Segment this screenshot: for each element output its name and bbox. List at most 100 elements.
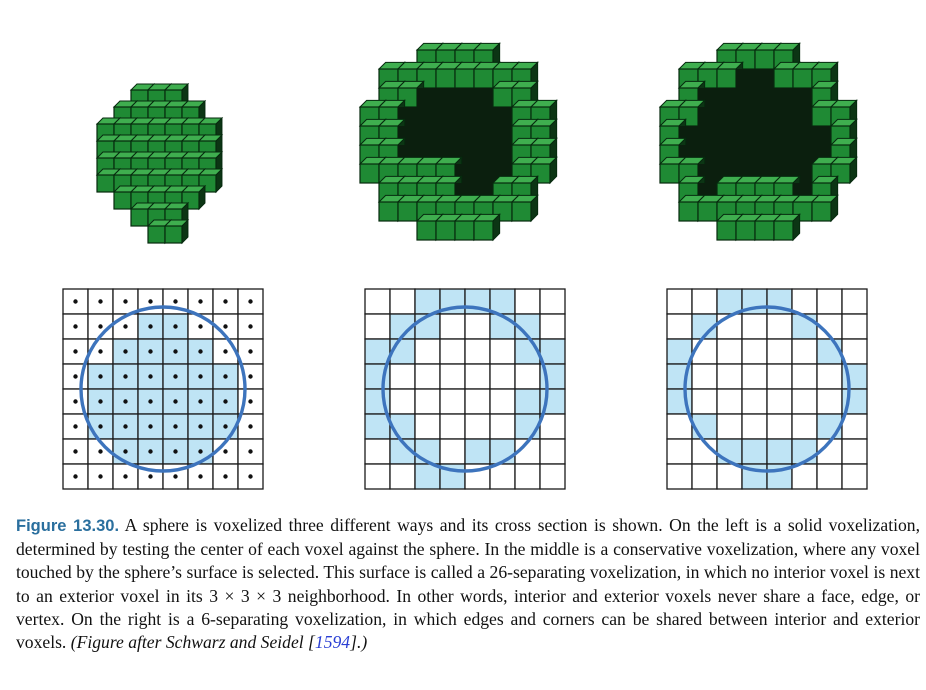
- voxel-center-dot: [173, 449, 178, 454]
- voxel-center-dot: [123, 349, 128, 354]
- voxel-interior-shadow: [717, 145, 736, 164]
- voxel-center-dot: [248, 474, 253, 479]
- voxel-front-face: [147, 225, 166, 244]
- grid-cell: [414, 463, 441, 490]
- voxel-center-dot: [73, 349, 78, 354]
- grid-cell: [414, 363, 441, 390]
- voxel-interior-shadow: [474, 126, 493, 145]
- voxel-center-dot: [223, 299, 228, 304]
- voxel-front-face: [811, 201, 832, 222]
- grid-cell: [816, 388, 843, 415]
- grid-cell: [539, 338, 566, 365]
- grid-cell: [364, 438, 391, 465]
- voxel-center-dot: [223, 424, 228, 429]
- grid-cell: [514, 288, 541, 315]
- voxel-front-face: [473, 220, 494, 241]
- grid-cell: [841, 338, 868, 365]
- grid-cell: [464, 388, 491, 415]
- grid-cell: [489, 313, 516, 340]
- voxel-center-dot: [248, 449, 253, 454]
- caption-body: A sphere is voxelized three different wa…: [16, 515, 920, 653]
- voxel-front-face: [792, 68, 813, 89]
- voxel-interior-shadow: [736, 88, 755, 107]
- voxel-center-dot: [223, 399, 228, 404]
- voxel-front-face: [697, 201, 718, 222]
- voxel-center-dot: [148, 399, 153, 404]
- voxel-center-dot: [198, 474, 203, 479]
- voxel-front-face: [435, 220, 456, 241]
- voxel-center-dot: [148, 449, 153, 454]
- voxel-front-face: [659, 163, 680, 184]
- grid-cell: [841, 438, 868, 465]
- grid-cell: [791, 288, 818, 315]
- caption-label: Figure 13.30.: [16, 517, 120, 535]
- grid-cell: [666, 338, 693, 365]
- voxel-interior-shadow: [474, 145, 493, 164]
- grid-cell: [766, 363, 793, 390]
- voxel-interior-shadow: [474, 88, 493, 107]
- grid-cell: [187, 463, 214, 490]
- voxel-center-dot: [98, 399, 103, 404]
- grid-cell: [716, 413, 743, 440]
- voxel-front-face: [754, 49, 775, 70]
- voxel-front-face: [164, 225, 183, 244]
- voxel-front-face: [678, 201, 699, 222]
- sphere-cross-section-circle: [381, 305, 549, 473]
- grid-cell: [539, 288, 566, 315]
- voxel-interior-shadow: [493, 145, 512, 164]
- voxel-front-face: [716, 220, 737, 241]
- grid-cell: [766, 313, 793, 340]
- grid-cell: [841, 288, 868, 315]
- grid-cell: [666, 313, 693, 340]
- caption-credit: (Figure after Schwarz and Seidel [1594].…: [71, 632, 367, 652]
- grid-cell: [791, 388, 818, 415]
- voxel-interior-shadow: [774, 145, 793, 164]
- voxel-center-dot: [173, 324, 178, 329]
- voxel-interior-shadow: [436, 88, 455, 107]
- grid-cell: [414, 338, 441, 365]
- voxel-center-dot: [123, 324, 128, 329]
- voxel-center-dot: [248, 324, 253, 329]
- voxel-front-face: [454, 68, 475, 89]
- voxel-interior-shadow: [698, 107, 717, 126]
- grid-cell: [766, 388, 793, 415]
- voxel-interior-shadow: [717, 88, 736, 107]
- grid-cell: [514, 363, 541, 390]
- grid-cell: [439, 413, 466, 440]
- voxel-front-face: [397, 201, 418, 222]
- voxel-center-dot: [98, 424, 103, 429]
- voxel-center-dot: [173, 474, 178, 479]
- voxel-front-face: [378, 201, 399, 222]
- grid-cell: [539, 313, 566, 340]
- voxel-interior-shadow: [417, 88, 436, 107]
- grid-cell: [464, 413, 491, 440]
- voxel-interior-shadow: [698, 126, 717, 145]
- cross-section-conservative: [364, 288, 566, 490]
- voxel-center-dot: [73, 449, 78, 454]
- voxel-interior-shadow: [793, 107, 812, 126]
- voxel-interior-shadow: [436, 107, 455, 126]
- voxel-front-face: [735, 220, 756, 241]
- grid-cell: [389, 413, 416, 440]
- voxel-interior-shadow: [812, 126, 831, 145]
- voxel-center-dot: [248, 399, 253, 404]
- voxel-interior-shadow: [717, 126, 736, 145]
- voxel-center-dot: [98, 349, 103, 354]
- voxel-center-dot: [98, 449, 103, 454]
- voxel-center-dot: [73, 324, 78, 329]
- voxel-center-dot: [223, 349, 228, 354]
- citation-link[interactable]: 1594: [314, 632, 351, 653]
- grid-cell: [539, 413, 566, 440]
- voxel-front-face: [473, 68, 494, 89]
- grid-cell: [716, 363, 743, 390]
- voxel-center-dot: [148, 424, 153, 429]
- grid-cell: [464, 338, 491, 365]
- voxel-center-dot: [73, 299, 78, 304]
- voxel-interior-shadow: [436, 126, 455, 145]
- cross-section-six-separating: [666, 288, 868, 490]
- grid-cell: [364, 288, 391, 315]
- grid-cell: [716, 288, 743, 315]
- credit-text: (Figure after Schwarz and Seidel [: [70, 632, 315, 653]
- grid-cell: [791, 463, 818, 490]
- grid-cell: [464, 438, 491, 465]
